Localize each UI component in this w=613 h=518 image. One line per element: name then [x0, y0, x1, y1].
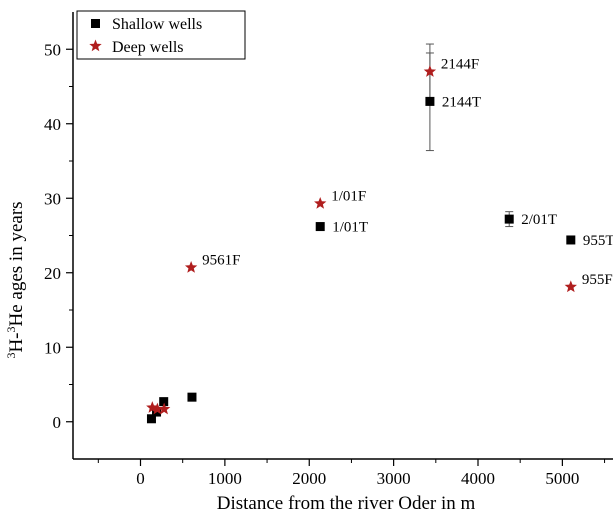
deep-well-point [151, 402, 164, 415]
point-label: 1/01F [331, 188, 366, 204]
point-labels: 1/01T 2144T 2/01T 955T 9561F 1/01F 2144F 955F [202, 57, 613, 288]
y-axis-title-part-2: He ages in years [6, 201, 27, 326]
shallow-well-point [566, 235, 576, 245]
x-axis-title: Distance from the river Oder in m [217, 493, 476, 514]
y-axis-title-part-1: H- [6, 332, 27, 352]
x-tick-label: 3000 [377, 469, 411, 488]
axes: 0 1000 2000 3000 4000 5000 0 10 20 30 40 50 [44, 12, 613, 488]
point-label: 955T [583, 233, 613, 249]
y-tick-label: 10 [44, 338, 61, 357]
legend-box [76, 10, 246, 60]
data-points [146, 65, 577, 424]
deep-well-point [423, 65, 437, 77]
y-tick-label: 0 [53, 413, 62, 432]
x-tick-label: 4000 [461, 469, 495, 488]
y-tick-label: 30 [44, 189, 61, 208]
point-label: 2/01T [521, 212, 557, 228]
deep-well-point [184, 261, 198, 273]
shallow-well-point [146, 414, 156, 424]
x-tick-label: 2000 [292, 469, 326, 488]
deep-well-point [157, 402, 171, 415]
legend-label-deep: Deep wells [112, 39, 184, 56]
y-axis-title-sup-2: 3 [4, 326, 18, 332]
deep-well-point [314, 196, 327, 209]
shallow-well-point [315, 222, 325, 232]
y-tick-label: 40 [44, 115, 61, 134]
deep-well-point [146, 401, 159, 413]
y-tick-label: 50 [44, 40, 61, 59]
x-tick-label: 1000 [208, 469, 242, 488]
x-tick-label: 0 [136, 469, 145, 488]
point-label: 2144T [442, 94, 481, 110]
point-label: 955F [582, 272, 613, 288]
legend-label-shallow: Shallow wells [112, 16, 202, 33]
legend-marker-shallow [91, 19, 100, 28]
deep-well-point [564, 280, 577, 293]
shallow-well-point [504, 214, 514, 224]
legend-star-shape [89, 39, 102, 52]
shallow-well-point [425, 96, 435, 106]
shallow-well-point [187, 392, 197, 402]
legend: Shallow wells Deep wells [76, 10, 246, 60]
point-label: 9561F [202, 253, 240, 269]
point-label: 1/01T [332, 220, 368, 236]
point-label: 2144F [441, 57, 479, 73]
y-axis-title: 3H-3He ages in years [4, 201, 27, 358]
legend-marker-deep [89, 39, 102, 52]
x-tick-label: 5000 [545, 469, 579, 488]
shallow-well-point [159, 397, 169, 407]
y-tick-label: 20 [44, 264, 61, 283]
y-axis-title-sup-1: 3 [4, 353, 18, 359]
